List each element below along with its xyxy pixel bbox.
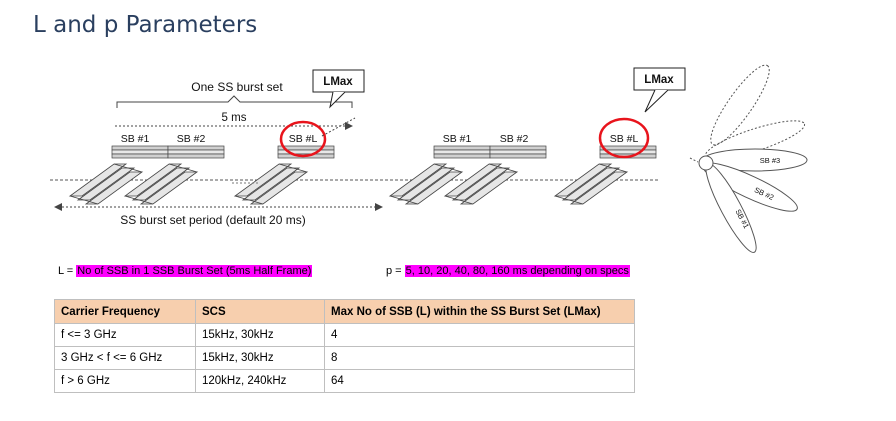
lmax-callout-1: LMax: [312, 69, 365, 109]
col-carrier-frequency: Carrier Frequency: [54, 299, 196, 324]
svg-text:LMax: LMax: [323, 76, 353, 88]
sb2-label: SB #2: [177, 133, 206, 145]
ssb-block: [554, 163, 628, 205]
lmax-callout-2: LMax: [633, 67, 686, 113]
table-row: 3 GHz < f <= 6 GHz 15kHz, 30kHz 8: [54, 346, 635, 370]
l-definition-highlight: No of SSB in 1 SSB Burst Set (5ms Half F…: [76, 265, 313, 277]
period-label: SS burst set period (default 20 ms): [120, 213, 305, 227]
p-definition: p = 5, 10, 20, 40, 80, 160 ms depending …: [386, 265, 630, 277]
sbl-label-2: SB #L: [610, 133, 639, 145]
sb-bars: [167, 145, 225, 159]
table-row: f <= 3 GHz 15kHz, 30kHz 4: [54, 323, 635, 347]
sb1-label: SB #1: [121, 133, 150, 145]
sb1-label-2: SB #1: [443, 133, 472, 145]
table-header-row: Carrier Frequency SCS Max No of SSB (L) …: [54, 299, 635, 324]
l-definition: L = No of SSB in 1 SSB Burst Set (5ms Ha…: [58, 265, 313, 277]
beam-pattern: SB #3 SB #2 SB #1: [689, 64, 808, 253]
burst-set-brace: [116, 95, 353, 108]
col-scs: SCS: [195, 299, 325, 324]
beam-sb3-label: SB #3: [760, 156, 780, 165]
sb2-label-2: SB #2: [500, 133, 529, 145]
burst-set-label: One SS burst set: [191, 80, 283, 94]
table-row: f > 6 GHz 120kHz, 240kHz 64: [54, 369, 635, 393]
sbl-circle-2: [598, 117, 650, 159]
five-ms-label: 5 ms: [222, 112, 247, 124]
p-definition-highlight: 5, 10, 20, 40, 80, 160 ms depending on s…: [404, 265, 630, 277]
sb-bars: [433, 145, 491, 159]
page-title: L and p Parameters: [33, 12, 258, 38]
col-lmax: Max No of SSB (L) within the SS Burst Se…: [324, 299, 635, 324]
ssb-block: [234, 163, 308, 205]
sbl-label: SB #L: [289, 133, 318, 145]
sb-bars: [489, 145, 547, 159]
lmax-table: Carrier Frequency SCS Max No of SSB (L) …: [54, 299, 635, 393]
sbl-circle: [279, 120, 327, 158]
sb-bars: [111, 145, 169, 159]
svg-text:LMax: LMax: [644, 74, 674, 86]
